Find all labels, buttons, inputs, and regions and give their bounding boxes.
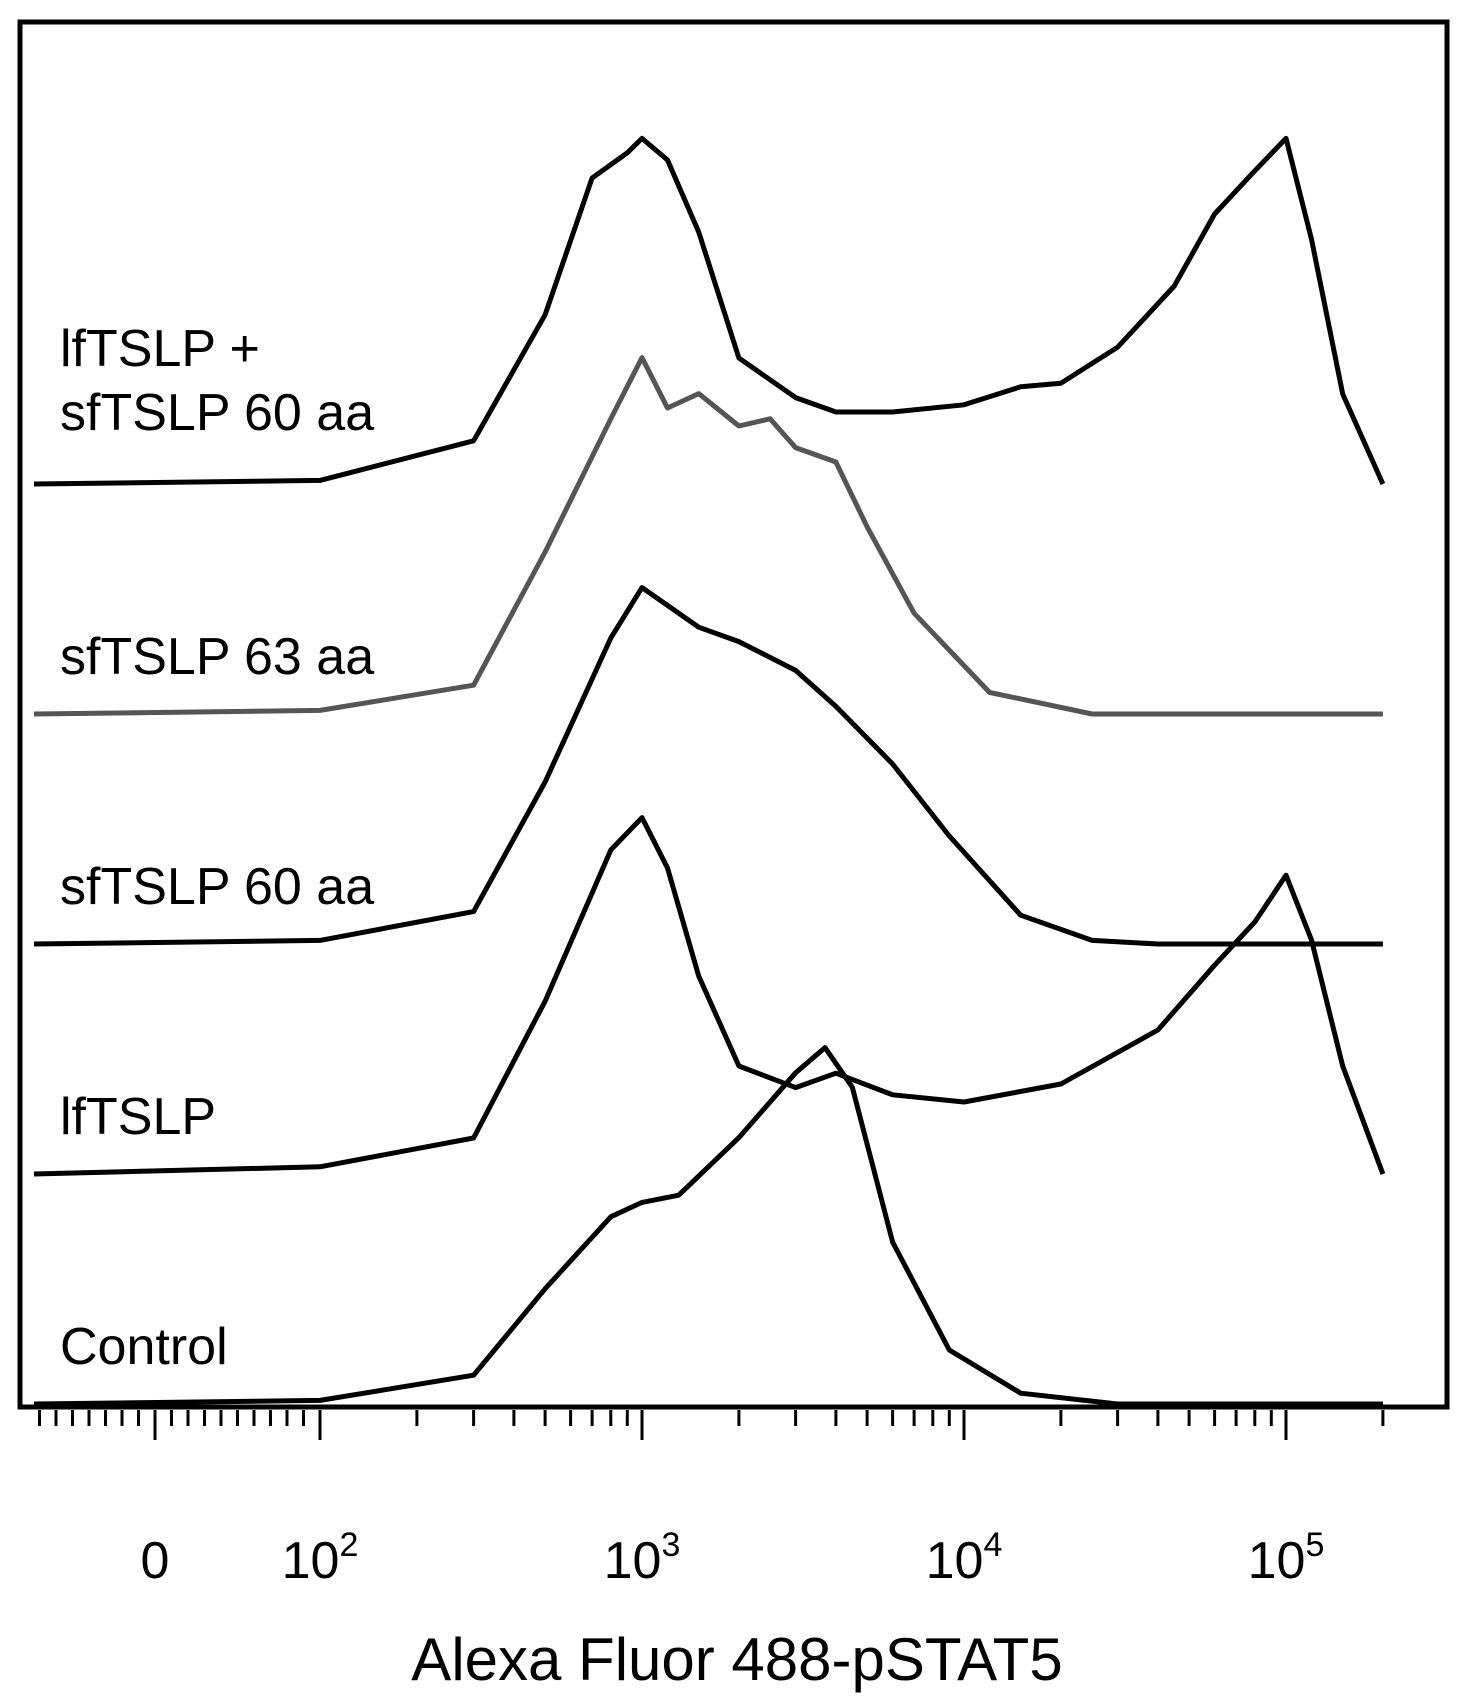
series-label: Control bbox=[60, 1318, 228, 1376]
x-tick-label: 0 bbox=[141, 1532, 170, 1590]
x-axis-tick-labels: 0 102 103 104 105 bbox=[141, 1526, 1325, 1590]
series-label: sfTSLP 63 aa bbox=[60, 628, 374, 686]
series-curve-control bbox=[33, 1045, 1383, 1407]
x-tick-label: 103 bbox=[604, 1526, 681, 1590]
series-curve-lftslp-sftslp-60-aa bbox=[33, 135, 1386, 487]
x-axis-label: Alexa Fluor 488-pSTAT5 bbox=[411, 1626, 1062, 1693]
histogram-curves bbox=[33, 135, 1386, 1407]
x-tick-label: 104 bbox=[926, 1526, 1003, 1590]
series-label: sfTSLP 60 aa bbox=[60, 858, 374, 916]
series-curve-sftslp-63-aa bbox=[33, 355, 1383, 717]
series-labels: Control lfTSLP sfTSLP 60 aa sfTSLP 63 aa lfT… bbox=[60, 320, 374, 1376]
plot-frame bbox=[17, 19, 1450, 1410]
series-label: lfTSLP bbox=[60, 1088, 216, 1146]
x-axis-ticks bbox=[38, 1410, 1385, 1440]
x-tick-label: 105 bbox=[1248, 1526, 1325, 1590]
series-curve-sftslp-60-aa bbox=[33, 585, 1383, 947]
series-curve-lftslp bbox=[33, 815, 1386, 1177]
series-label: lfTSLP + sfTSLP 60 aa bbox=[60, 320, 374, 442]
x-tick-label: 102 bbox=[282, 1526, 359, 1590]
